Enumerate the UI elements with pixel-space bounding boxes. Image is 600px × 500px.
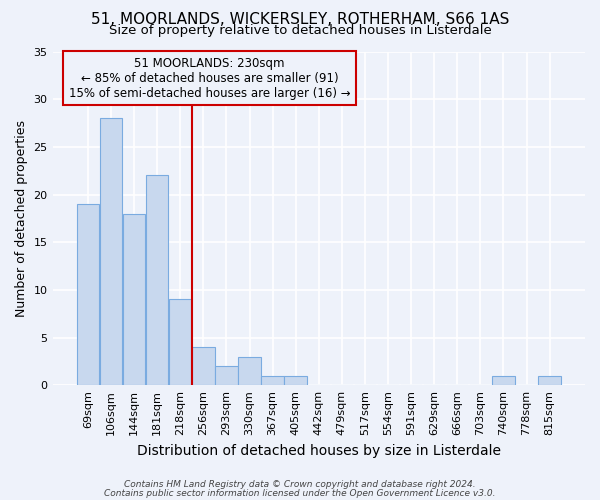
Bar [146,176,169,385]
Bar [77,204,99,385]
Bar [238,356,261,385]
Bar [262,376,284,385]
Bar [100,118,122,385]
Bar [169,300,191,385]
Bar [538,376,561,385]
Bar [215,366,238,385]
Text: Size of property relative to detached houses in Listerdale: Size of property relative to detached ho… [109,24,491,37]
Bar [284,376,307,385]
Text: 51, MOORLANDS, WICKERSLEY, ROTHERHAM, S66 1AS: 51, MOORLANDS, WICKERSLEY, ROTHERHAM, S6… [91,12,509,28]
Y-axis label: Number of detached properties: Number of detached properties [15,120,28,317]
Text: Contains public sector information licensed under the Open Government Licence v3: Contains public sector information licen… [104,488,496,498]
X-axis label: Distribution of detached houses by size in Listerdale: Distribution of detached houses by size … [137,444,501,458]
Bar [123,214,145,385]
Text: 51 MOORLANDS: 230sqm
← 85% of detached houses are smaller (91)
15% of semi-detac: 51 MOORLANDS: 230sqm ← 85% of detached h… [69,56,350,100]
Bar [492,376,515,385]
Bar [192,347,215,385]
Text: Contains HM Land Registry data © Crown copyright and database right 2024.: Contains HM Land Registry data © Crown c… [124,480,476,489]
